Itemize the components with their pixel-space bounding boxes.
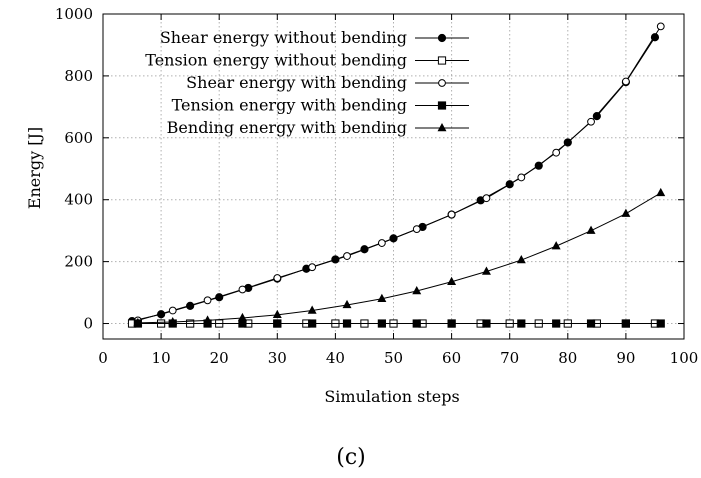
x-tick-label: 10 [152,349,171,367]
data-point [238,285,247,294]
legend-label: Shear energy without bending [160,28,407,47]
data-point [621,319,630,328]
data-point [656,319,665,328]
data-point [343,252,351,260]
data-point [168,316,178,326]
data-point [447,276,457,285]
data-point [307,305,317,314]
data-point [586,319,596,328]
data-point [133,317,143,327]
data-point [273,274,282,282]
series-group [127,22,666,328]
legend-marker [437,101,447,110]
x-tick-label: 80 [558,349,577,367]
data-point [447,210,456,219]
data-point [482,194,491,203]
data-point [621,208,631,217]
data-point [203,315,213,324]
x-tick-label: 40 [326,349,345,367]
data-point [482,319,491,328]
series-5 [133,187,666,327]
series-4 [133,319,665,328]
data-point [552,148,561,157]
legend-label: Bending energy with bending [167,118,407,137]
legend: Shear energy without bending Tension ener… [145,28,469,137]
y-tick-label: 0 [83,315,93,333]
data-point [273,319,282,328]
figure-caption: (c) [336,445,366,470]
x-tick-label: 20 [210,349,229,367]
x-tick-label: 90 [616,349,635,367]
x-tick-label: 100 [670,349,699,367]
data-point [308,263,317,272]
y-tick-label: 200 [64,253,93,271]
x-tick-label: 50 [384,349,403,367]
data-point [168,306,177,315]
data-point [377,239,386,247]
y-tick-label: 400 [64,191,93,209]
x-tick-label: 30 [268,349,287,367]
x-axis-title: Simulation steps [324,387,459,406]
data-point [592,112,601,121]
legend-marker [437,56,447,65]
data-point [622,77,630,86]
legend-label: Tension energy with bending [172,96,407,115]
data-point [447,319,456,328]
x-tick-label: 0 [98,349,108,367]
data-point [308,319,317,328]
series-3 [133,22,665,325]
data-point [656,187,666,197]
legend-marker [437,33,447,43]
data-point [237,312,247,322]
legend-marker [437,122,447,132]
data-point [412,319,421,328]
data-point [377,319,386,328]
data-point [412,225,421,234]
data-point [587,117,595,126]
x-tick-label: 70 [500,349,519,367]
data-point [412,285,422,295]
legend-marker [438,79,446,87]
data-point [586,225,596,234]
y-tick-label: 600 [64,129,93,147]
series-line [137,26,662,321]
data-point [517,319,526,328]
data-point [656,22,665,31]
data-point [272,309,282,319]
data-point [552,319,561,328]
series-line [137,192,662,324]
data-point [203,296,212,305]
y-tick-label: 800 [64,67,93,85]
data-point [342,299,352,309]
data-point [517,173,526,182]
data-point [377,293,387,302]
data-point [551,241,561,250]
y-tick-label: 1000 [55,5,93,23]
legend-label: Tension energy without bending [145,51,407,70]
legend-label: Shear energy with bending [186,73,407,92]
y-axis-title: Energy [J] [25,127,44,209]
x-tick-label: 60 [442,349,461,367]
data-point [516,255,526,264]
data-point [342,319,352,328]
data-point [481,266,491,275]
